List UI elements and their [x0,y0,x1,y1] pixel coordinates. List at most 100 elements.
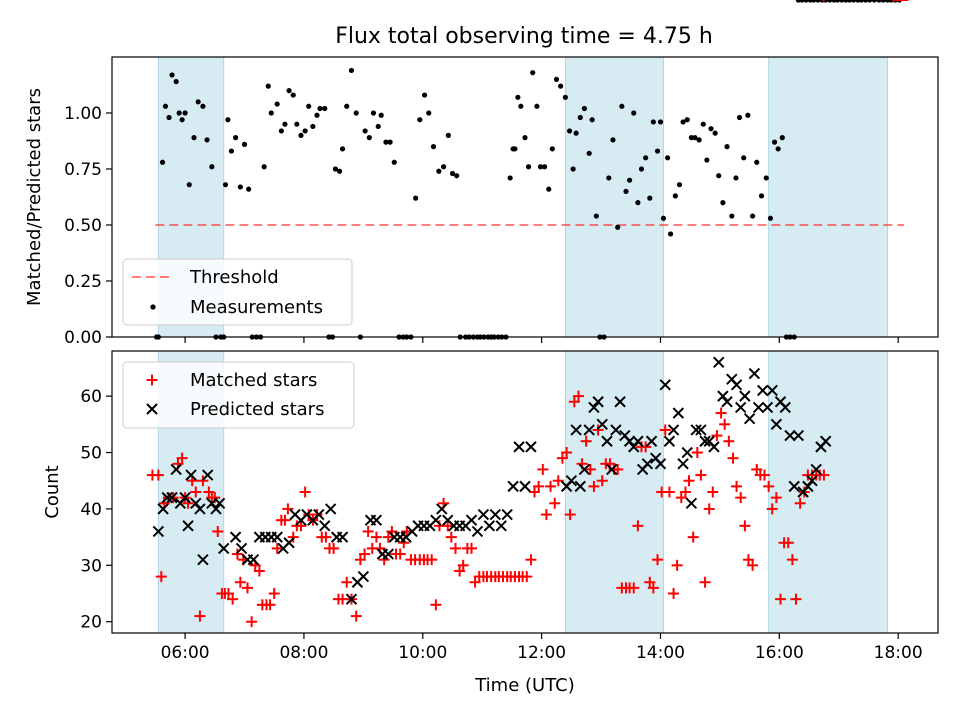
matched-star-marker [354,554,366,566]
predicted-star-marker [614,396,626,408]
observing-interval-shade [768,350,888,634]
predicted-star-marker [685,497,698,509]
predicted-star-marker [477,508,490,521]
matched-star-marker [556,452,568,464]
predicted-stars-markers [152,0,893,605]
measurement-point [282,121,288,127]
matched-star-marker [271,542,283,554]
measurement-point [593,213,599,219]
measurement-point [362,128,368,134]
y-tick-label: 0.75 [64,160,102,180]
measurement-point [704,157,710,163]
measurement-point [799,0,805,3]
measurement-point [310,123,316,130]
y-tick-label: 1.00 [64,104,102,124]
matched-star-marker [719,418,731,430]
matched-star-marker [328,542,340,554]
measurement-point [430,144,437,150]
predicted-star-marker [659,379,671,391]
matched-star-marker [707,486,719,498]
measurement-point [426,110,432,116]
predicted-star-marker [324,503,337,515]
measurement-point [222,182,229,188]
matched-star-marker [568,396,580,408]
predicted-star-marker [628,441,640,453]
predicted-star-marker [672,407,685,419]
predicted-star-marker [606,463,618,476]
measurement-point [332,166,339,172]
measurement-point [173,79,179,85]
predicted-star-marker [743,412,756,425]
measurement-point [741,155,747,161]
matched-star-marker [194,610,206,622]
matched-star-marker [469,576,481,588]
predicted-star-marker [565,475,578,487]
matched-star-marker [152,469,164,481]
measurement-point [512,146,518,152]
measurement-point [225,117,231,123]
matched-star-marker [394,548,406,560]
measurement-point [339,146,346,152]
legend-matched-marker [146,374,158,386]
matched-star-marker [588,480,600,492]
measurement-point [200,103,206,109]
measurement-point [191,135,197,141]
matched-star-marker [794,497,806,509]
matched-star-marker [362,525,374,537]
matched-star-marker [695,469,707,481]
observing-interval-shade [564,350,664,634]
predicted-star-marker [201,469,214,481]
predicted-star-marker [695,424,707,436]
matched-star-marker [739,520,751,532]
matched-star-marker [691,447,703,459]
observing-interval-shade [768,56,888,338]
bottom-x-ticks: 06:00 08:00 10:00 12:00 14:00 16:00 18:00 [161,633,923,663]
measurement-point [353,110,359,116]
measurement-point [754,159,760,165]
measurement-point [581,105,588,112]
measurement-point [440,164,447,170]
measurement-point [366,135,372,141]
matched-star-marker [775,593,787,605]
predicted-star-marker [788,480,800,493]
matched-star-marker [644,576,656,588]
x-tick-label: 10:00 [398,643,447,663]
x-tick-label: 14:00 [636,643,685,663]
legend-predicted-marker [146,403,158,415]
predicted-star-marker [632,435,644,447]
y-tick-label: 0.50 [64,216,102,236]
predicted-star-marker [645,435,658,447]
measurement-point [537,164,544,170]
predicted-star-marker [197,553,209,566]
measurement-point [314,112,320,118]
legend-matched-swatch [146,374,158,386]
matched-star-marker [341,576,353,588]
measurement-point [775,146,781,152]
matched-star-marker [735,492,747,504]
measurement-point [204,137,210,143]
y-tick-label: 20 [80,613,102,633]
matched-star-marker [758,469,770,481]
predicted-star-marker [495,520,507,532]
matched-star-marker [580,435,592,447]
matched-star-marker [449,542,461,554]
measurement-point [729,213,735,219]
measurement-point [268,110,274,116]
top-x-ticks [184,337,899,343]
predicted-star-marker [792,429,805,442]
predicted-star-marker [501,508,513,521]
matched-star-marker [234,576,246,588]
predicted-star-marker [810,463,822,476]
predicted-star-marker [690,424,702,436]
matched-star-marker [282,503,294,515]
predicted-star-marker [507,480,519,493]
measurement-point [736,114,743,121]
measurement-point [623,188,629,194]
chart-title: Flux total observing time = 4.75 h [335,24,713,49]
measurement-point [665,155,671,161]
measurement-point [745,112,751,118]
measurement-point [278,128,284,134]
measurement-point [660,215,667,221]
measurement-point [294,121,300,127]
matched-star-marker [668,588,680,600]
